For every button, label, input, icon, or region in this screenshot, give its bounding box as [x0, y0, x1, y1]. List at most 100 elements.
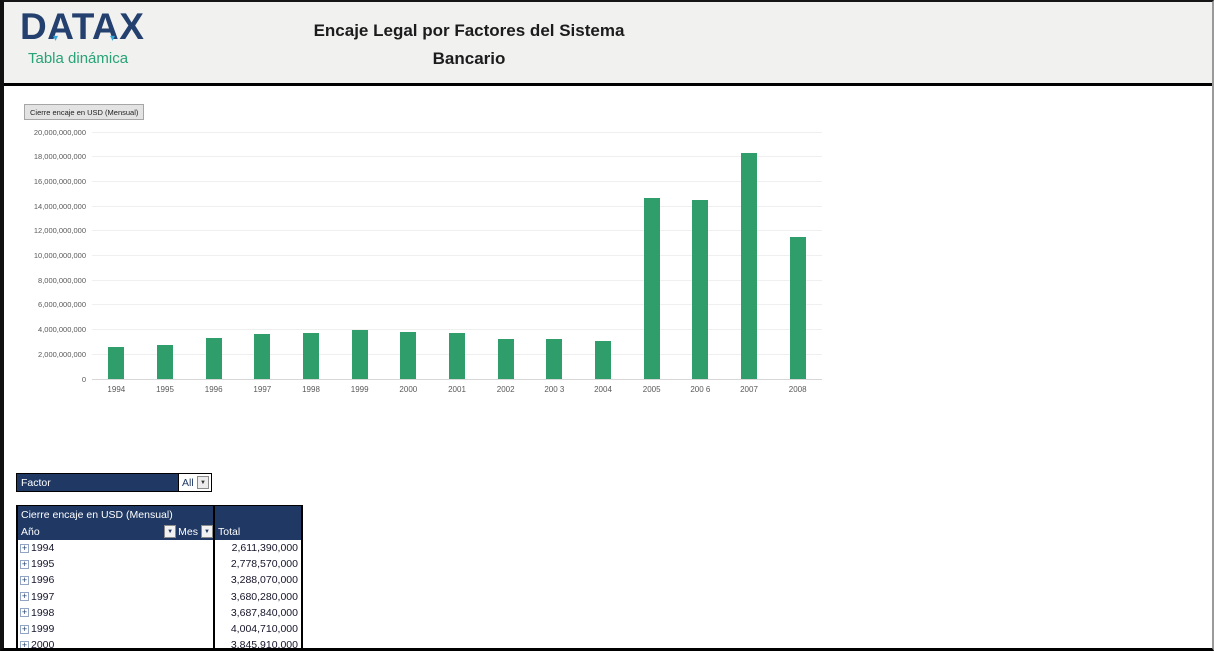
x-axis-tick-label: 1997 — [253, 385, 272, 394]
year-label: 1997 — [31, 590, 55, 603]
year-cell[interactable]: +1994 — [18, 540, 213, 556]
gridline — [92, 304, 822, 306]
gridline — [92, 255, 822, 256]
x-axis-tick-label: 2000 — [399, 385, 418, 394]
gridline — [92, 180, 822, 182]
pivot-header-row-fields: Año ▼ Mes ▼ Total — [18, 523, 301, 540]
y-axis-tick-label: 6,000,000,000 — [38, 300, 86, 310]
gridline — [92, 279, 822, 281]
bar-1998[interactable] — [303, 333, 319, 379]
gridline — [92, 205, 822, 207]
bar-1997[interactable] — [254, 333, 271, 379]
total-value-cell[interactable]: 3,687,840,000 — [213, 604, 301, 621]
x-axis-tick-label: 1998 — [302, 385, 320, 394]
expand-icon[interactable]: + — [20, 591, 29, 602]
total-value-cell[interactable]: 2,778,570,000 — [213, 556, 301, 573]
factor-dropdown-button[interactable]: ▼ — [197, 476, 209, 489]
bar-2007[interactable] — [741, 153, 757, 379]
gridline — [92, 131, 822, 133]
factor-filter: Factor All ▼ — [16, 473, 212, 492]
total-value-cell[interactable]: 4,004,710,000 — [213, 620, 301, 638]
bar-2002[interactable] — [497, 338, 514, 379]
y-axis-tick-label: 8,000,000,000 — [38, 275, 86, 285]
pivot-table: Cierre encaje en USD (Mensual) Año ▼ Mes… — [16, 505, 303, 650]
total-column-header: Total — [213, 523, 301, 540]
y-axis-tick-label: 18,000,000,000 — [33, 152, 86, 162]
bar-1995[interactable] — [157, 344, 173, 379]
year-cell[interactable]: +2000 — [18, 637, 213, 650]
y-axis-tick-label: 20,000,000,000 — [33, 127, 86, 137]
pivot-title-cell[interactable]: Cierre encaje en USD (Mensual) — [21, 508, 173, 521]
table-row: +1999 4,004,710,000 — [18, 620, 301, 638]
x-axis-tick-label: 2001 — [448, 385, 466, 394]
y-axis-tick-label: 12,000,000,000 — [33, 226, 86, 236]
x-axis-tick-label: 1995 — [156, 385, 174, 394]
chart-field-button[interactable]: Cierre encaje en USD (Mensual) — [24, 104, 145, 120]
datax-logo: DATAX ▾ ▾ — [20, 6, 170, 50]
gridline — [92, 230, 822, 232]
year-filter-dropdown-button[interactable]: ▼ — [164, 525, 177, 538]
x-axis-tick-label: 200 3 — [544, 385, 565, 394]
table-row: +1997 3,680,280,000 — [18, 588, 301, 605]
bar-1994[interactable] — [108, 346, 125, 379]
table-row: +1995 2,778,570,000 — [18, 556, 301, 573]
year-label: 1995 — [31, 558, 55, 571]
total-value-cell[interactable]: 3,845,910,000 — [213, 637, 301, 648]
page-title-line2: Bancario — [432, 49, 506, 68]
year-cell[interactable]: +1996 — [18, 572, 213, 588]
factor-filter-value-cell[interactable]: All ▼ — [178, 474, 211, 491]
bar-2008[interactable] — [789, 237, 806, 379]
expand-icon[interactable]: + — [20, 623, 29, 634]
chevron-down-icon: ▼ — [167, 528, 174, 535]
month-filter-dropdown-button[interactable]: ▼ — [201, 525, 213, 538]
expand-icon[interactable]: + — [20, 574, 29, 585]
y-axis-tick-label: 0 — [81, 374, 86, 384]
chevron-down-icon: ▼ — [204, 528, 210, 535]
total-value-cell[interactable]: 2,611,390,000 — [213, 540, 301, 557]
bar-2000[interactable] — [400, 331, 417, 379]
bar-2003[interactable] — [546, 339, 563, 379]
x-axis-tick-label: 2008 — [788, 385, 807, 394]
gridline — [92, 329, 822, 331]
total-value-cell[interactable]: 3,680,280,000 — [213, 588, 301, 605]
year-cell[interactable]: +1997 — [18, 589, 213, 605]
year-cell[interactable]: +1999 — [18, 621, 213, 637]
y-axis-tick-label: 2,000,000,000 — [38, 349, 86, 359]
table-row: +1998 3,687,840,000 — [18, 604, 301, 621]
pivot-table-body: +1994 2,611,390,000 +1995 2,778,570,000 +199… — [18, 540, 301, 650]
total-value-cell[interactable]: 3,288,070,000 — [213, 572, 301, 589]
x-axis-tick-label: 2007 — [740, 385, 758, 394]
page-title: Encaje Legal por Factores del Sistema Ba… — [234, 17, 704, 73]
logo-text: DATAX — [20, 6, 145, 47]
x-axis-tick-label: 2004 — [594, 385, 612, 394]
bar-chart-plot-area: 20,000,000,000 18,000,000,000 16,000,000,0… — [34, 128, 822, 394]
y-axis-tick-label: 16,000,000,000 — [33, 176, 86, 186]
bar-1996[interactable] — [205, 338, 222, 379]
expand-icon[interactable]: + — [20, 607, 29, 618]
year-cell[interactable]: +1995 — [18, 556, 213, 572]
gridline — [92, 156, 822, 158]
table-row: +1996 3,288,070,000 — [18, 572, 301, 589]
pivot-fields-cell: Año ▼ Mes ▼ — [18, 523, 213, 540]
bar-1999[interactable] — [351, 329, 368, 379]
bar-2005[interactable] — [643, 198, 660, 379]
expand-icon[interactable]: + — [20, 542, 29, 553]
pivot-header-row-title: Cierre encaje en USD (Mensual) — [18, 506, 301, 523]
gridline — [92, 378, 822, 380]
table-row: +2000 3,845,910,000 — [18, 637, 301, 650]
factor-filter-label: Factor — [17, 474, 178, 491]
pivot-title-empty-cell — [213, 506, 301, 523]
year-cell[interactable]: +1998 — [18, 605, 213, 621]
header-band: DATAX ▾ ▾ Tabla dinámica Encaje Legal po… — [4, 2, 1212, 86]
bar-2006[interactable] — [692, 199, 709, 379]
row-field-label: Año — [21, 525, 40, 538]
table-row: +1994 2,611,390,000 — [18, 540, 301, 557]
x-axis-tick-label: 2002 — [496, 385, 515, 394]
expand-icon[interactable]: + — [20, 639, 29, 650]
bar-2001[interactable] — [449, 333, 465, 379]
bar-2004[interactable] — [595, 340, 611, 379]
col-field-label: Mes — [178, 525, 198, 538]
expand-icon[interactable]: + — [20, 558, 29, 569]
year-label: 1998 — [31, 606, 55, 619]
